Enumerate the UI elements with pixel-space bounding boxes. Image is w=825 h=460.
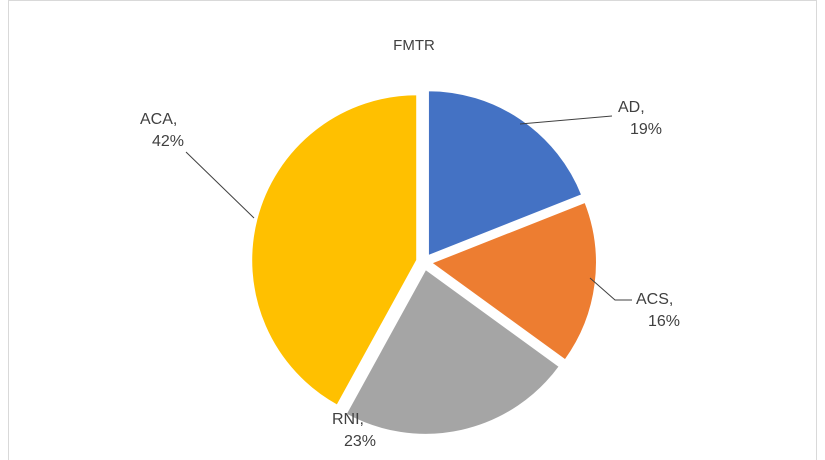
data-label: ACS, 16% bbox=[636, 291, 680, 330]
data-label-line: 42% bbox=[152, 133, 184, 150]
leader-line bbox=[519, 115, 613, 125]
chart-title: FMTR bbox=[393, 37, 435, 54]
leader-line bbox=[185, 151, 255, 219]
data-label-line: 23% bbox=[344, 433, 376, 450]
pie-slice bbox=[428, 200, 598, 362]
pie-slice bbox=[344, 267, 562, 436]
data-label-line: 16% bbox=[648, 313, 680, 330]
data-label-line: ACA, bbox=[140, 111, 182, 128]
pie-slice bbox=[426, 89, 584, 258]
data-label: ACA, 42% bbox=[140, 111, 184, 150]
data-label-line: 19% bbox=[630, 121, 662, 138]
data-label-line: AD, bbox=[618, 99, 649, 116]
data-label: AD, 19% bbox=[618, 99, 662, 138]
leader-line bbox=[589, 277, 632, 301]
data-label-line: RNI, bbox=[332, 411, 368, 428]
data-label-line: ACS, bbox=[636, 291, 678, 308]
data-label: RNI, 23% bbox=[332, 411, 376, 450]
pie-slice bbox=[250, 93, 419, 408]
